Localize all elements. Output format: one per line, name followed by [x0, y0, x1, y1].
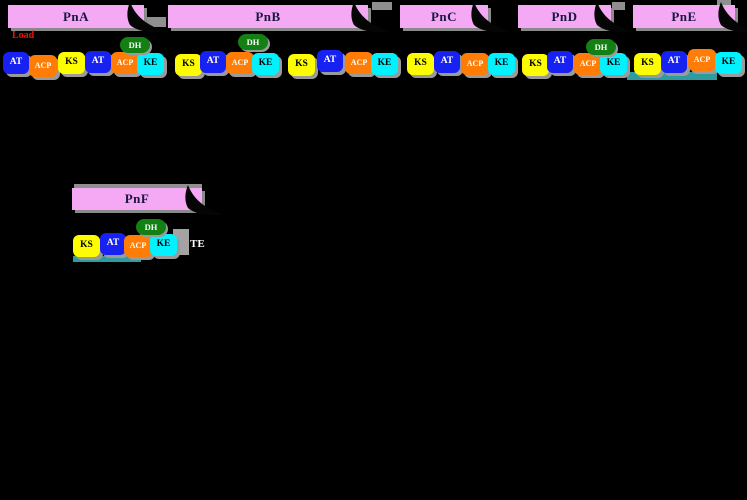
domain-ke-box: KE [488, 53, 515, 75]
domain-ks-box: KS [58, 52, 85, 74]
shadow-patch-pna-head [147, 17, 166, 27]
domain-ks-box: KS [73, 235, 100, 257]
arrowhead-icon [718, 2, 747, 33]
gene-label-pnf: PnF [124, 191, 150, 206]
domain-ks-box: KS [407, 53, 434, 75]
domain-ks-box: KS [634, 53, 661, 75]
domain-at-box: AT [100, 233, 126, 255]
domain-ke-box: KE [715, 52, 742, 74]
domain-ks-box: KS [288, 54, 315, 76]
loading-module-label: Load [12, 30, 35, 41]
domain-ks-box: KS [522, 54, 549, 76]
domain-acp-box: ACP [124, 235, 152, 257]
domain-at-box: AT [661, 51, 687, 73]
domain-at-box: AT [85, 51, 111, 73]
gene-label-pnd: PnD [551, 8, 578, 24]
domain-acp-box: ACP [688, 49, 716, 71]
domain-dh-box: DH [120, 37, 150, 53]
shadow-patch-pnb-head [372, 2, 392, 10]
arrowhead-icon [471, 2, 510, 33]
domain-at-box: AT [317, 50, 343, 72]
gene-label-pnc: PnC [430, 8, 458, 24]
domain-acp-box: ACP [345, 52, 373, 74]
gene-arrow-pnf: PnF [72, 185, 224, 216]
domain-at-box: AT [200, 51, 226, 73]
gene-arrow-pnd: PnD [518, 2, 633, 33]
domain-ke-box: KE [600, 53, 627, 75]
gene-label-pne: PnE [671, 8, 697, 24]
domain-at-box: AT [434, 51, 460, 73]
gene-arrow-pne: PnE [633, 2, 747, 33]
domain-acp-box: ACP [226, 52, 254, 74]
domain-ke-box: KE [150, 234, 177, 256]
shadow-patch-pnd-head [612, 2, 625, 10]
domain-ks-box: KS [175, 54, 202, 76]
gene-arrow-pnb: PnB [168, 2, 390, 33]
teal-smear-module-6 [627, 72, 717, 80]
gene-arrow-pnc: PnC [400, 2, 510, 33]
arrowhead-icon [185, 185, 224, 216]
domain-ke-box: KE [252, 53, 279, 75]
domain-dh-box: DH [586, 39, 616, 55]
domain-acp-box: ACP [29, 55, 57, 77]
domain-ke-box: KE [371, 53, 398, 75]
shadow-patch-pnf-ke [173, 229, 189, 255]
gene-label-pnb: PnB [255, 8, 281, 24]
domain-acp-box: ACP [111, 52, 139, 74]
gene-label-pna: PnA [62, 8, 90, 24]
domain-at-box: AT [547, 51, 573, 73]
domain-acp-box: ACP [574, 53, 602, 75]
domain-ke-box: KE [137, 53, 164, 75]
gene-arrow-pna: PnA [8, 2, 166, 33]
shadow-strip-pnf-top [74, 184, 202, 188]
domain-acp-box: ACP [461, 53, 489, 75]
domain-dh-box: DH [238, 34, 268, 50]
domain-at-box: AT [3, 52, 29, 74]
domain-dh-box: DH [136, 219, 166, 235]
teal-smear-module-7 [73, 256, 141, 262]
domain-te-label: TE [190, 238, 205, 250]
